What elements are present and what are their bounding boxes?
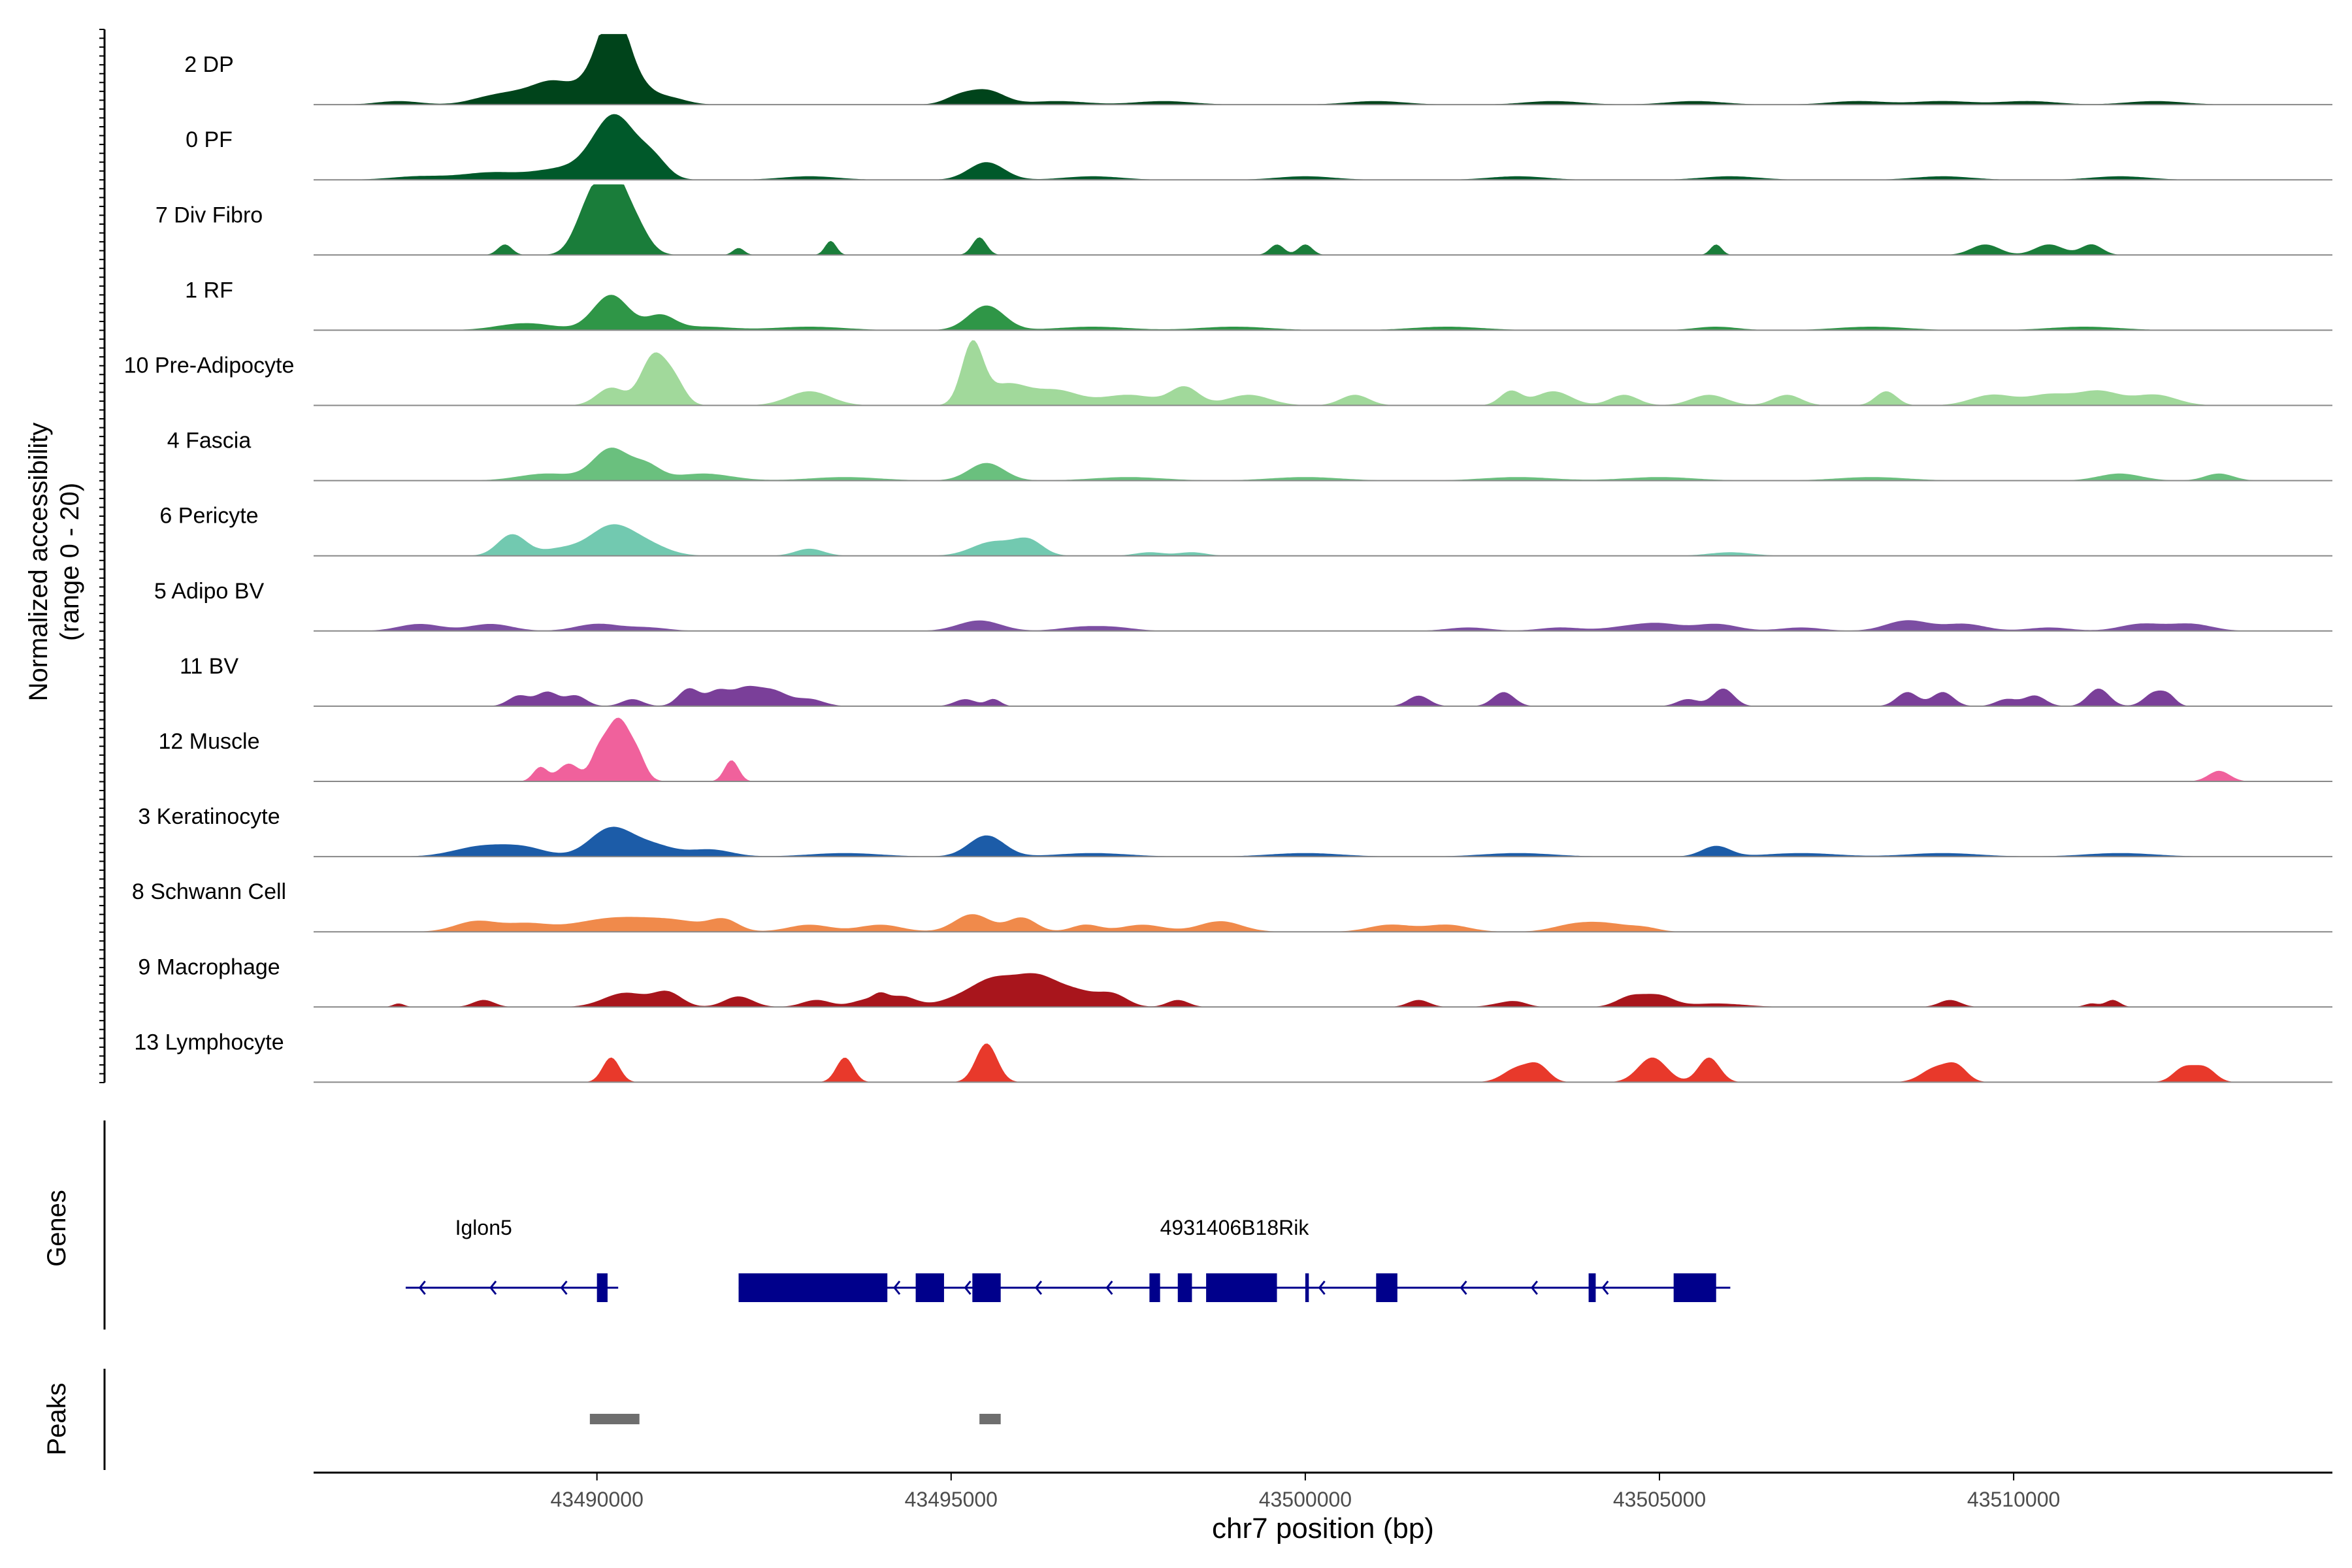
- peak-region: [979, 1414, 1001, 1424]
- x-tick-label: 43500000: [1259, 1488, 1352, 1511]
- track-10-pre-adipocyte: 10 Pre-Adipocyte: [124, 340, 2332, 406]
- gene-exon: [1206, 1273, 1277, 1302]
- track-9-macrophage: 9 Macrophage: [138, 955, 2332, 1008]
- track-coverage-area: [314, 973, 2332, 1007]
- track-label: 10 Pre-Adipocyte: [124, 353, 295, 378]
- track-label: 5 Adipo BV: [154, 579, 265, 604]
- gene-strand-arrow: [489, 1281, 497, 1295]
- gene-annotation-track: Iglon5 4931406B18Rik: [405, 1216, 1731, 1302]
- x-tick-label: 43505000: [1613, 1488, 1706, 1511]
- track-6-pericyte: 6 Pericyte: [159, 504, 2332, 557]
- track-coverage-area: [314, 340, 2332, 406]
- gene-iglon5: Iglon5: [405, 1216, 619, 1302]
- track-0-pf: 0 PF: [186, 114, 2332, 181]
- track-coverage-area: [314, 914, 2332, 932]
- gene-exon: [738, 1273, 888, 1302]
- track-4-fascia: 4 Fascia: [167, 429, 2332, 482]
- x-tick-label: 43490000: [550, 1488, 643, 1511]
- gene-strand-arrow: [560, 1281, 568, 1295]
- track-label: 2 DP: [184, 52, 234, 77]
- track-label: 12 Muscle: [159, 729, 260, 754]
- track-label: 1 RF: [185, 278, 233, 302]
- track-coverage-area: [314, 295, 2332, 331]
- track-13-lymphocyte: 13 Lymphocyte: [134, 1030, 2332, 1083]
- track-8-schwann-cell: 8 Schwann Cell: [132, 879, 2332, 933]
- genes-label: Genes: [42, 1190, 71, 1267]
- track-label: 9 Macrophage: [138, 955, 280, 979]
- track-label: 4 Fascia: [167, 429, 252, 453]
- coverage-tracks: 2 DP 0 PF 7 Div Fibro 1 RF 10 Pre-Adipocyte 4…: [124, 34, 2332, 1083]
- track-coverage-area: [314, 685, 2332, 706]
- gene-label: 4931406B18Rik: [1160, 1216, 1310, 1239]
- peaks-track: [589, 1414, 1001, 1424]
- track-coverage-area: [314, 524, 2332, 556]
- gene-strand-arrow: [1601, 1281, 1609, 1295]
- track-coverage-area: [314, 448, 2332, 481]
- x-axis-label: chr7 position (bp): [1212, 1512, 1434, 1544]
- y-axis-label-line1: Normalized accessibility: [24, 423, 53, 702]
- track-label: 8 Schwann Cell: [132, 879, 286, 904]
- x-axis-ticks: 43490000 43495000 43500000 43505000 43510000: [550, 1473, 2060, 1511]
- gene-strand-arrow: [964, 1281, 972, 1295]
- gene-exon: [972, 1273, 1001, 1302]
- gene-exon: [1376, 1273, 1397, 1302]
- y-axis-label-line2: (range 0 - 20): [56, 483, 84, 641]
- track-coverage-area: [314, 717, 2332, 781]
- track-label: 11 BV: [180, 654, 238, 679]
- track-coverage-area: [314, 1043, 2332, 1083]
- gene-exon: [1305, 1273, 1309, 1302]
- track-12-muscle: 12 Muscle: [159, 717, 2332, 782]
- track-3-keratinocyte: 3 Keratinocyte: [138, 804, 2332, 858]
- gene-strand-arrow: [1530, 1281, 1539, 1295]
- gene-strand-arrow: [418, 1281, 426, 1295]
- gene-strand-arrow: [893, 1281, 901, 1295]
- gene-exon: [1177, 1273, 1192, 1302]
- gene-strand-arrow: [1105, 1281, 1113, 1295]
- track-5-adipo-bv: 5 Adipo BV: [154, 579, 2332, 632]
- gene-exon: [915, 1273, 944, 1302]
- track-label: 3 Keratinocyte: [138, 804, 280, 829]
- x-tick-label: 43495000: [905, 1488, 998, 1511]
- x-tick-label: 43510000: [1967, 1488, 2060, 1511]
- coverage-y-ticks: [99, 29, 105, 1083]
- y-axis-label: Normalized accessibility (range 0 - 20): [24, 423, 84, 702]
- track-label: 0 PF: [186, 127, 233, 152]
- track-coverage-area: [314, 184, 2332, 255]
- track-label: 13 Lymphocyte: [134, 1030, 284, 1054]
- track-7-div-fibro: 7 Div Fibro: [155, 184, 2332, 256]
- gene-strand-arrow: [1034, 1281, 1043, 1295]
- track-11-bv: 11 BV: [180, 654, 2332, 707]
- track-coverage-area: [314, 826, 2332, 857]
- peak-region: [589, 1414, 640, 1424]
- gene-strand-arrow: [1460, 1281, 1467, 1295]
- track-1-rf: 1 RF: [185, 278, 2332, 331]
- gene-exon: [1149, 1273, 1160, 1302]
- gene-strand-arrow: [1318, 1281, 1326, 1295]
- gene-exon: [1673, 1273, 1716, 1302]
- track-coverage-area: [314, 620, 2332, 631]
- gene-label: Iglon5: [455, 1216, 512, 1239]
- gene-exon: [1588, 1273, 1596, 1302]
- track-coverage-area: [314, 114, 2332, 180]
- track-coverage-area: [314, 34, 2332, 105]
- peaks-label: Peaks: [42, 1382, 71, 1455]
- gene-exon: [596, 1273, 608, 1302]
- track-2-dp: 2 DP: [184, 34, 2332, 106]
- track-label: 6 Pericyte: [159, 504, 258, 529]
- track-label: 7 Div Fibro: [155, 203, 263, 227]
- gene-4931406b18rik: 4931406B18Rik: [738, 1216, 1731, 1302]
